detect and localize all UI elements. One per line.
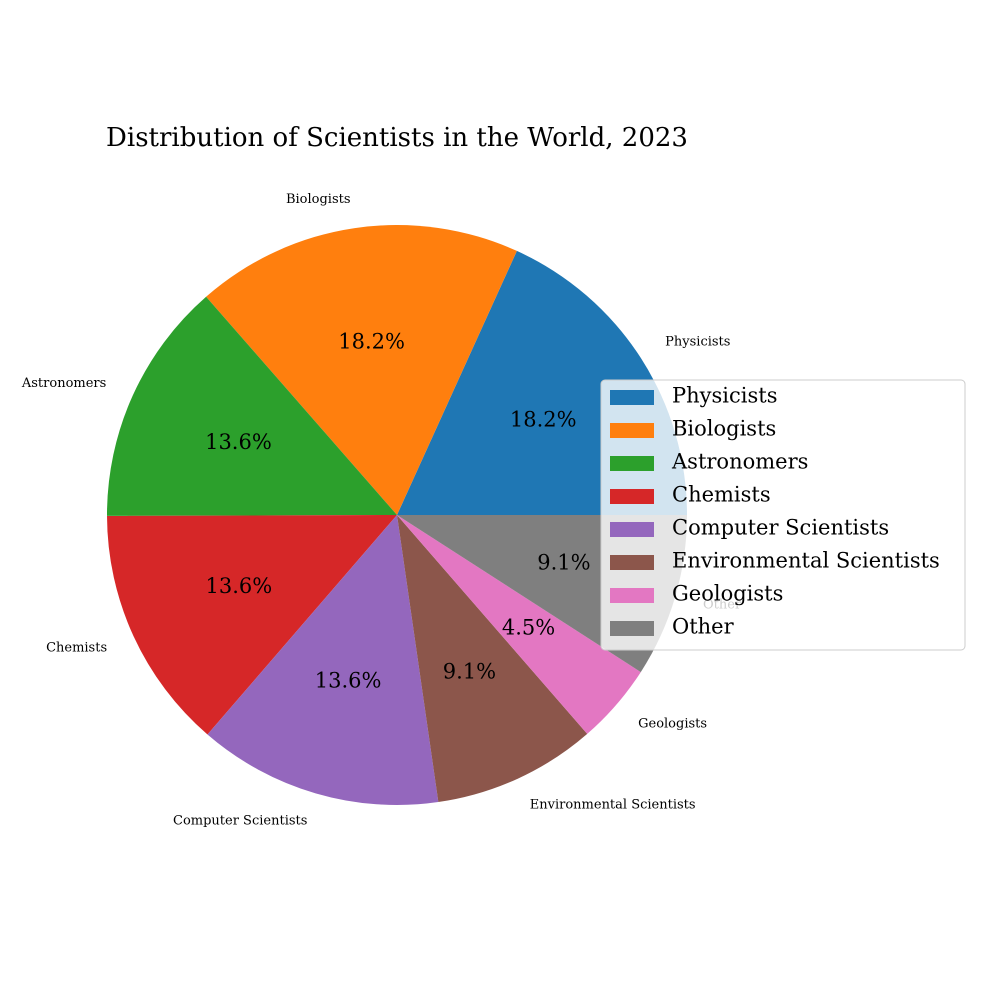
percent-label-astronomers: 13.6%: [205, 430, 272, 454]
legend-swatch-computer-scientists: [610, 522, 654, 537]
percent-label-physicists: 18.2%: [510, 407, 577, 431]
legend-box: [600, 379, 966, 651]
slice-label-geologists: Geologists: [638, 716, 707, 731]
pie-slice-computer-scientists: [207, 515, 439, 806]
percent-label-environmental-scientists: 9.1%: [443, 660, 496, 684]
percent-label-chemists: 13.6%: [206, 574, 273, 598]
legend-label-chemists: Chemists: [672, 483, 771, 507]
legend-label-biologists: Biologists: [672, 417, 776, 441]
pie-slice-biologists: [206, 224, 517, 515]
legend-swatch-chemists: [610, 489, 654, 504]
slice-label-biologists: Biologists: [286, 192, 351, 207]
slice-label-physicists: Physicists: [665, 335, 730, 350]
legend-label-other: Other: [672, 615, 735, 639]
legend-label-geologists: Geologists: [672, 582, 783, 606]
percent-label-computer-scientists: 13.6%: [315, 669, 382, 693]
slice-label-computer-scientists: Computer Scientists: [173, 814, 307, 829]
legend: Physicists Biologists Astronomers Chemists C…: [600, 379, 966, 651]
pie-slice-astronomers: [107, 296, 398, 516]
legend-label-environmental-scientists: Environmental Scientists: [672, 549, 940, 573]
legend-label-computer-scientists: Computer Scientists: [672, 516, 889, 540]
legend-swatch-geologists: [610, 588, 654, 603]
legend-label-astronomers: Astronomers: [671, 450, 808, 474]
legend-swatch-physicists: [610, 390, 654, 405]
percent-label-other: 9.1%: [537, 551, 590, 575]
pie-slice-geologists: [397, 515, 641, 734]
slice-label-chemists: Chemists: [46, 641, 107, 656]
percent-labels: 18.2%18.2%13.6%13.6%13.6% 9.1%4.5%9.1%: [205, 329, 591, 692]
pie-slice-chemists: [107, 515, 397, 735]
pie-slice-environmental-scientists: [397, 515, 588, 803]
legend-swatch-biologists: [610, 423, 654, 438]
pie-slices: [107, 224, 687, 806]
legend-swatch-environmental-scientists: [610, 555, 654, 570]
legend-swatch-other: [610, 621, 654, 636]
slice-label-astronomers: Astronomers: [21, 376, 106, 391]
legend-label-physicists: Physicists: [672, 384, 777, 408]
chart-title: Distribution of Scientists in the World,…: [106, 123, 688, 153]
slice-label-environmental-scientists: Environmental Scientists: [530, 798, 696, 813]
percent-label-biologists: 18.2%: [338, 329, 405, 353]
percent-label-geologists: 4.5%: [502, 615, 555, 639]
legend-swatch-astronomers: [610, 456, 654, 471]
